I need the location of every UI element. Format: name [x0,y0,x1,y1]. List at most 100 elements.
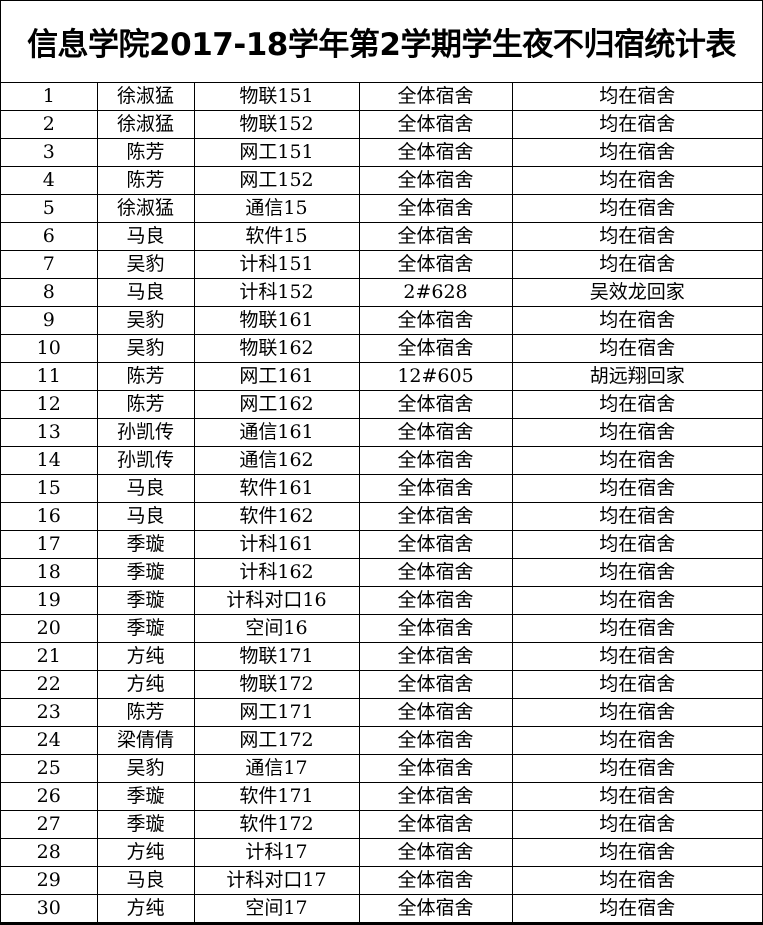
cell-counselor[interactable]: 方纯 [96,642,195,671]
cell-counselor[interactable]: 孙凯传 [96,418,195,447]
cell-counselor[interactable]: 方纯 [96,670,195,699]
cell-class[interactable]: 物联172 [193,670,360,699]
cell-status[interactable]: 均在宿舍 [511,306,762,335]
cell-index[interactable]: 6 [1,222,98,251]
cell-index[interactable]: 10 [1,334,98,363]
cell-index[interactable]: 20 [1,614,98,643]
cell-index[interactable]: 7 [1,250,98,279]
cell-status[interactable]: 均在宿舍 [511,866,762,895]
cell-counselor[interactable]: 徐淑猛 [96,83,195,111]
cell-class[interactable]: 物联171 [193,642,360,671]
cell-class[interactable]: 物联152 [193,110,360,139]
cell-class[interactable]: 软件171 [193,782,360,811]
cell-dorm[interactable]: 全体宿舍 [358,530,513,559]
cell-dorm[interactable]: 全体宿舍 [358,894,513,923]
cell-status[interactable]: 均在宿舍 [511,334,762,363]
cell-status[interactable]: 均在宿舍 [511,83,762,111]
cell-counselor[interactable]: 季璇 [96,614,195,643]
cell-counselor[interactable]: 陈芳 [96,698,195,727]
cell-class[interactable]: 软件15 [193,222,360,251]
cell-dorm[interactable]: 全体宿舍 [358,418,513,447]
cell-counselor[interactable]: 吴豹 [96,754,195,783]
cell-status[interactable]: 均在宿舍 [511,474,762,503]
cell-counselor[interactable]: 季璇 [96,810,195,839]
cell-counselor[interactable]: 季璇 [96,586,195,615]
cell-dorm[interactable]: 全体宿舍 [358,670,513,699]
cell-counselor[interactable]: 吴豹 [96,306,195,335]
cell-index[interactable]: 18 [1,558,98,587]
cell-counselor[interactable]: 方纯 [96,894,195,923]
cell-status[interactable]: 均在宿舍 [511,642,762,671]
cell-status[interactable]: 均在宿舍 [511,530,762,559]
cell-class[interactable]: 计科161 [193,530,360,559]
cell-dorm[interactable]: 全体宿舍 [358,698,513,727]
cell-status[interactable]: 均在宿舍 [511,222,762,251]
cell-class[interactable]: 网工161 [193,362,360,391]
cell-dorm[interactable]: 全体宿舍 [358,754,513,783]
cell-status[interactable]: 均在宿舍 [511,614,762,643]
cell-class[interactable]: 通信17 [193,754,360,783]
cell-index[interactable]: 4 [1,166,98,195]
cell-class[interactable]: 计科17 [193,838,360,867]
cell-dorm[interactable]: 全体宿舍 [358,782,513,811]
cell-index[interactable]: 25 [1,754,98,783]
cell-status[interactable]: 均在宿舍 [511,558,762,587]
cell-class[interactable]: 网工152 [193,166,360,195]
cell-class[interactable]: 空间16 [193,614,360,643]
cell-dorm[interactable]: 全体宿舍 [358,250,513,279]
cell-status[interactable]: 均在宿舍 [511,726,762,755]
cell-dorm[interactable]: 全体宿舍 [358,138,513,167]
cell-class[interactable]: 软件172 [193,810,360,839]
cell-index[interactable]: 3 [1,138,98,167]
cell-status[interactable]: 均在宿舍 [511,166,762,195]
cell-counselor[interactable]: 徐淑猛 [96,194,195,223]
cell-index[interactable]: 15 [1,474,98,503]
cell-counselor[interactable]: 季璇 [96,558,195,587]
cell-status[interactable]: 均在宿舍 [511,894,762,923]
cell-class[interactable]: 空间17 [193,894,360,923]
cell-status[interactable]: 胡远翔回家 [511,362,762,391]
cell-counselor[interactable]: 马良 [96,866,195,895]
cell-dorm[interactable]: 全体宿舍 [358,642,513,671]
cell-class[interactable]: 网工172 [193,726,360,755]
cell-dorm[interactable]: 全体宿舍 [358,502,513,531]
cell-dorm[interactable]: 全体宿舍 [358,446,513,475]
cell-class[interactable]: 网工171 [193,698,360,727]
cell-dorm[interactable]: 全体宿舍 [358,726,513,755]
cell-status[interactable]: 吴效龙回家 [511,278,762,307]
cell-index[interactable]: 22 [1,670,98,699]
cell-index[interactable]: 29 [1,866,98,895]
cell-index[interactable]: 8 [1,278,98,307]
cell-index[interactable]: 23 [1,698,98,727]
cell-dorm[interactable]: 全体宿舍 [358,194,513,223]
cell-dorm[interactable]: 全体宿舍 [358,306,513,335]
cell-counselor[interactable]: 马良 [96,502,195,531]
cell-counselor[interactable]: 季璇 [96,530,195,559]
cell-index[interactable]: 12 [1,390,98,419]
cell-status[interactable]: 均在宿舍 [511,138,762,167]
cell-status[interactable]: 均在宿舍 [511,446,762,475]
cell-status[interactable]: 均在宿舍 [511,418,762,447]
cell-index[interactable]: 13 [1,418,98,447]
cell-index[interactable]: 16 [1,502,98,531]
cell-index[interactable]: 30 [1,894,98,923]
cell-dorm[interactable]: 全体宿舍 [358,586,513,615]
cell-counselor[interactable]: 梁倩倩 [96,726,195,755]
cell-class[interactable]: 网工162 [193,390,360,419]
cell-counselor[interactable]: 陈芳 [96,138,195,167]
cell-class[interactable]: 通信162 [193,446,360,475]
cell-dorm[interactable]: 全体宿舍 [358,810,513,839]
cell-index[interactable]: 26 [1,782,98,811]
cell-status[interactable]: 均在宿舍 [511,194,762,223]
cell-index[interactable]: 2 [1,110,98,139]
cell-index[interactable]: 21 [1,642,98,671]
cell-dorm[interactable]: 全体宿舍 [358,474,513,503]
cell-class[interactable]: 物联162 [193,334,360,363]
cell-index[interactable]: 24 [1,726,98,755]
cell-status[interactable]: 均在宿舍 [511,586,762,615]
cell-status[interactable]: 均在宿舍 [511,502,762,531]
cell-class[interactable]: 计科对口17 [193,866,360,895]
cell-index[interactable]: 11 [1,362,98,391]
cell-index[interactable]: 14 [1,446,98,475]
cell-index[interactable]: 19 [1,586,98,615]
